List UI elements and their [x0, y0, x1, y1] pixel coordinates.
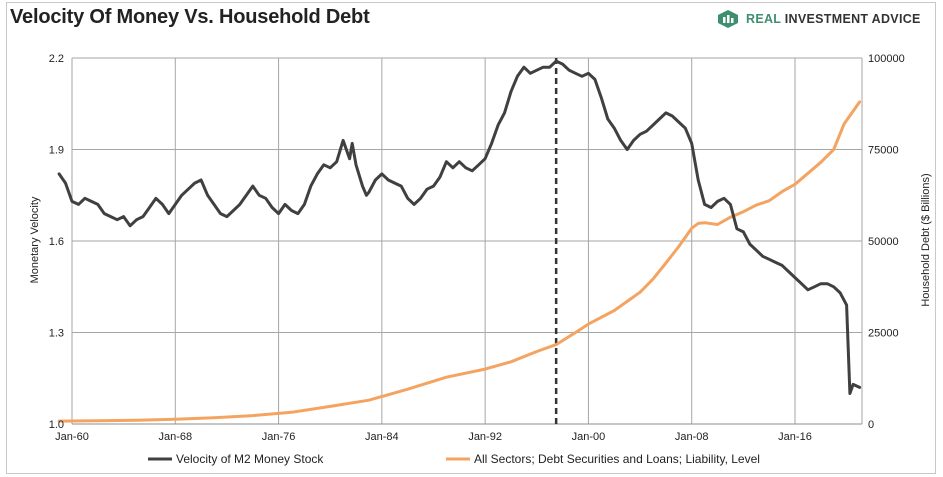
left-tick-label: 1.6 — [49, 236, 64, 248]
left-tick-label: 1.0 — [49, 419, 64, 431]
right-tick-label: 100000 — [868, 53, 905, 65]
x-tick-label: Jan-00 — [572, 431, 606, 443]
series-line-velocity — [57, 59, 862, 395]
brand-name-part1: REAL — [746, 12, 785, 26]
left-axis-title: Monetary Velocity — [29, 196, 41, 283]
series-layer — [57, 59, 862, 423]
left-tick-label: 1.9 — [49, 145, 64, 157]
chart-title: Velocity Of Money Vs. Household Debt — [10, 6, 370, 28]
left-axis: 1.0 1.3 1.6 1.9 2.2 — [49, 53, 64, 431]
x-tick-label: Jan-16 — [778, 431, 812, 443]
x-tick-label: Jan-76 — [262, 431, 296, 443]
left-tick-label: 2.2 — [49, 53, 64, 65]
right-tick-label: 50000 — [868, 236, 899, 248]
legend-label-velocity: Velocity of M2 Money Stock — [176, 452, 324, 466]
x-axis: Jan-60 Jan-68 Jan-76 Jan-84 Jan-92 Jan-00 Jan-… — [55, 431, 812, 443]
legend: Velocity of M2 Money Stock All Sectors; … — [148, 452, 760, 466]
right-tick-label: 0 — [868, 419, 874, 431]
x-tick-label: Jan-08 — [675, 431, 709, 443]
x-tick-label: Jan-92 — [468, 431, 502, 443]
right-tick-label: 25000 — [868, 328, 899, 340]
brand-name: REAL INVESTMENT ADVICE — [746, 12, 921, 26]
brand: REAL INVESTMENT ADVICE — [718, 9, 921, 29]
left-tick-label: 1.3 — [49, 328, 64, 340]
series-line-debt — [57, 100, 862, 423]
x-tick-label: Jan-84 — [365, 431, 399, 443]
chart-frame — [6, 2, 936, 474]
right-tick-label: 75000 — [868, 145, 899, 157]
right-axis-title: Household Debt ($ Billions) — [920, 173, 932, 306]
brand-logo-icon — [718, 10, 738, 28]
brand-name-part2: INVESTMENT ADVICE — [784, 12, 921, 26]
gridlines — [71, 57, 863, 425]
right-axis: 0 25000 50000 75000 100000 — [868, 53, 905, 431]
x-tick-label: Jan-68 — [158, 431, 192, 443]
legend-label-debt: All Sectors; Debt Securities and Loans; … — [474, 452, 760, 466]
x-tick-label: Jan-60 — [55, 431, 89, 443]
